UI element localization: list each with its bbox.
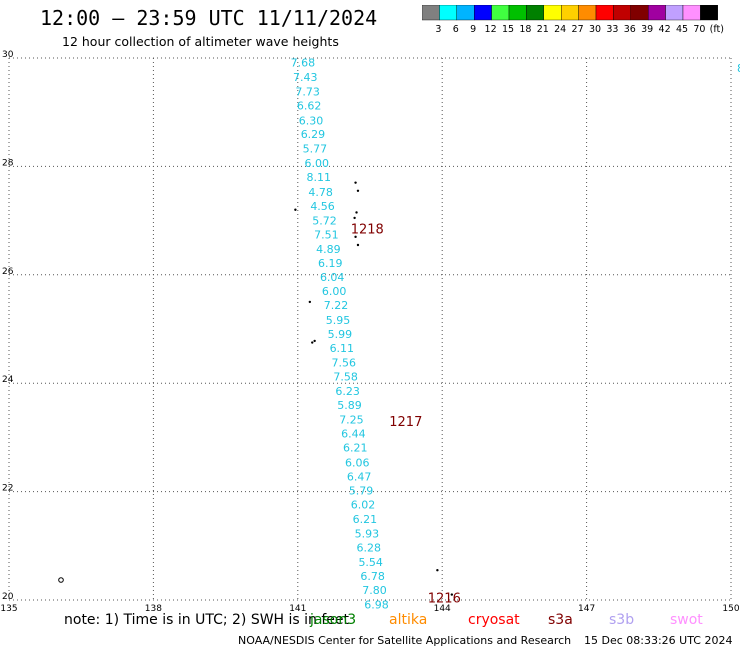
colorbar-label: 15 [502,24,514,35]
wave-height-point[interactable]: 7.22 [324,299,349,312]
x-tick-label: 138 [145,604,162,612]
island-mark [356,243,360,247]
island-mark [58,577,64,583]
wave-height-point[interactable]: 5.93 [355,527,380,540]
colorbar-label: 18 [519,24,531,35]
wave-height-point[interactable]: 7.43 [293,71,318,84]
wave-height-point[interactable]: 6.04 [320,271,345,284]
wave-height-point[interactable]: 7.51 [314,229,339,242]
wave-height-point[interactable]: 6.00 [305,157,330,170]
island-mark [353,216,356,220]
colorbar-label: 24 [554,24,566,35]
units-note: note: 1) Time is in UTC; 2) SWH is in fe… [64,612,350,628]
colorbar-label: 39 [641,24,653,35]
y-tick-label: 22 [2,484,13,494]
satellite-label-s3a: s3a [548,612,573,628]
wave-height-point[interactable]: 7.58 [333,371,358,384]
colorbar-label: 30 [589,24,601,35]
island-mark [356,189,360,192]
wave-height-point[interactable]: 4.56 [310,200,335,213]
y-tick-label: 30 [2,50,14,60]
island-mark [355,211,358,214]
colorbar-label: 42 [659,24,671,35]
x-tick-label: 144 [434,604,451,612]
wave-height-point[interactable]: 6.21 [343,442,368,455]
wave-height-point[interactable]: 5.77 [303,143,328,156]
page-subtitle: 12 hour collection of altimeter wave hei… [62,34,339,49]
wave-height-point[interactable]: 6.11 [330,342,355,355]
island-mark [311,341,314,344]
wave-height-point[interactable]: 6.44 [341,428,366,441]
colorbar-swatch [700,5,718,21]
y-tick-label: 20 [2,592,14,602]
y-tick-label: 26 [2,267,14,277]
satellite-label-altika: altika [389,612,428,628]
island-mark [450,593,454,596]
x-tick-label: 141 [289,604,306,612]
pass-number-label[interactable]: 1218 [351,223,384,238]
colorbar-label: 3 [435,24,441,35]
x-tick-label: 147 [578,604,595,612]
color-scale-legend: 3 6 9 12 15 18 21 24 27 30 33 36 39 42 45 70 (ft) [422,5,724,35]
wave-height-point[interactable]: 7.73 [295,86,320,99]
pass-number-label[interactable]: 1216 [428,591,461,606]
pass-number-label[interactable]: 1217 [389,415,422,430]
wave-height-point[interactable]: 6.47 [347,470,372,483]
x-tick-label: 150 [722,604,739,612]
colorbar-label: 70 [693,24,705,35]
wave-height-point[interactable]: 5.79 [349,485,374,498]
wave-height-point[interactable]: 5.95 [326,314,351,327]
wave-height-point[interactable]: 6.62 [297,100,322,113]
wave-height-point[interactable]: 6.28 [357,541,382,554]
y-tick-label: 28 [2,158,14,168]
page-title: 12:00 – 23:59 UTC 11/11/2024 [40,6,378,30]
wave-height-point[interactable]: 5.54 [358,556,383,569]
colorbar-label: 33 [606,24,618,35]
satellite-label-s3b: s3b [609,612,635,628]
island-mark [354,235,357,239]
colorbar-label: 36 [624,24,636,35]
wave-height-point[interactable]: 6.29 [301,128,326,141]
satellite-label-cryosat: cryosat [468,612,520,628]
island-mark [313,339,316,343]
wave-height-point[interactable]: 6.30 [299,114,324,127]
colorbar-label: 27 [572,24,584,35]
x-tick-label: 135 [0,604,17,612]
wave-height-point[interactable]: 7.56 [331,357,356,370]
wave-height-point[interactable]: 6.06 [345,456,370,469]
island-mark [308,300,312,304]
wave-height-point[interactable]: 6.98 [364,598,389,611]
wave-height-map[interactable]: 135 138 141 144 147 150 30 28 26 24 22 20 7.68 7.43 7.… [0,0,740,612]
colorbar-label: 12 [485,24,497,35]
wave-height-point[interactable]: 4.89 [316,243,341,256]
colorbar-label: 45 [676,24,688,35]
wave-height-point[interactable]: 6.78 [360,570,385,583]
wave-height-point[interactable]: 5.99 [328,328,353,341]
y-tick-label: 24 [2,375,14,385]
satellite-label-jason3: jason3 [310,612,357,628]
wave-height-point[interactable]: 6.23 [335,385,360,398]
wave-height-point[interactable]: 8 [737,62,740,75]
colorbar-label: (ft) [710,24,724,35]
wave-height-point[interactable]: 7.68 [291,56,316,69]
wave-height-point[interactable]: 6.19 [318,257,343,270]
island-mark [294,208,297,211]
wave-height-point[interactable]: 5.89 [337,399,362,412]
island-mark [354,181,357,184]
colorbar-label: 21 [537,24,549,35]
colorbar-label: 9 [470,24,476,35]
footer-credit: NOAA/NESDIS Center for Satellite Applica… [238,634,572,647]
colorbar-label: 6 [453,24,459,35]
wave-height-point[interactable]: 7.25 [339,414,364,427]
wave-height-point[interactable]: 6.21 [353,513,378,526]
satellite-label-swot: swot [670,612,703,628]
wave-height-point[interactable]: 7.80 [362,584,387,597]
wave-height-point[interactable]: 4.78 [308,186,333,199]
wave-height-point[interactable]: 6.00 [322,285,347,298]
wave-height-point[interactable]: 5.72 [312,215,337,228]
wave-height-point[interactable]: 6.02 [351,499,376,512]
wave-height-point[interactable]: 8.11 [306,171,331,184]
footer-timestamp: 15 Dec 08:33:26 UTC 2024 [584,634,733,647]
island-mark [436,568,439,572]
